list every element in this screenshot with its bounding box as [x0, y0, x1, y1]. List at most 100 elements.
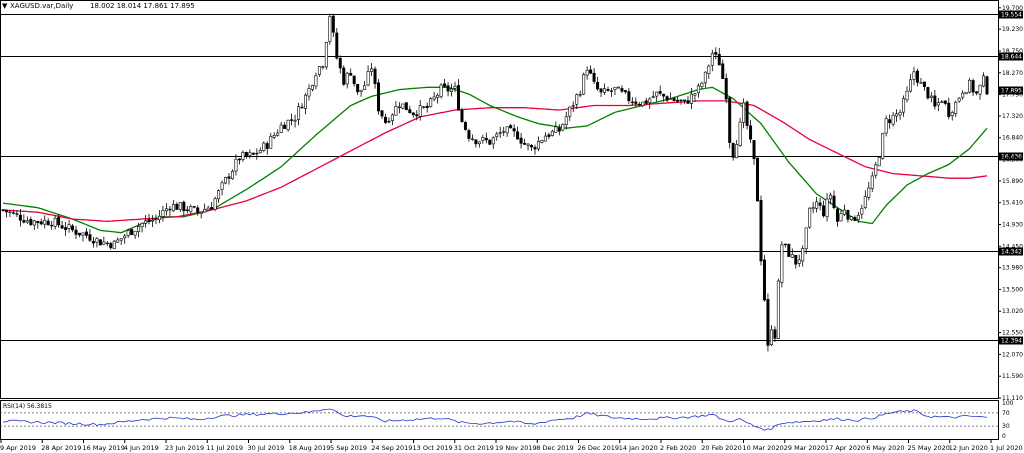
candle-body	[178, 202, 182, 210]
candle-body	[922, 81, 926, 87]
candle-body	[933, 95, 937, 107]
candle-body	[314, 75, 318, 87]
candle-body	[39, 221, 43, 225]
date-tick-label-3: 4 Jun 2019	[124, 444, 159, 452]
candle-body	[29, 219, 33, 225]
candle-body	[397, 106, 401, 109]
candle-body	[672, 98, 676, 101]
candle-body	[171, 204, 175, 212]
candle-body	[564, 116, 568, 125]
candle-body	[877, 157, 881, 167]
rsi-tick-label-0: 100	[1002, 400, 1014, 407]
candle-body	[787, 243, 791, 257]
rsi-line	[2, 408, 988, 431]
price-tick-label-8: 15.890	[1002, 178, 1023, 185]
candle-body	[870, 175, 874, 189]
candle-body	[919, 82, 923, 84]
candle-body	[957, 97, 961, 102]
candle-body	[304, 94, 308, 109]
candle-body	[491, 137, 495, 145]
candle-body	[512, 128, 516, 132]
candle-body	[756, 157, 760, 202]
candlesticks	[1, 13, 989, 352]
candle-body	[317, 66, 321, 75]
candle-body	[961, 92, 965, 98]
candle-body	[530, 145, 534, 148]
candle-body	[60, 225, 64, 229]
candle-body	[898, 112, 902, 116]
rsi-panel: 100 70 30 0	[0, 400, 1014, 440]
chart-header: ▼ XAGUSD.var,Daily 18.002 18.014 17.861 …	[2, 2, 195, 10]
candle-body	[790, 254, 794, 258]
candle-body	[112, 240, 116, 250]
candle-body	[905, 90, 909, 101]
candle-body	[575, 94, 579, 105]
candle-body	[383, 116, 387, 123]
candle-body	[498, 132, 502, 134]
candle-body	[881, 133, 885, 159]
candle-body	[422, 106, 426, 108]
date-tick-label-19: 29 Mar 2020	[784, 444, 825, 452]
rsi-label: RSI(14) 56.3815	[3, 403, 52, 410]
candle-body	[669, 98, 673, 100]
candle-body	[283, 124, 287, 129]
candle-body	[157, 215, 161, 221]
price-tick-label-7: 16.360	[1002, 157, 1023, 164]
candle-body	[735, 144, 739, 159]
candle-body	[641, 101, 645, 106]
date-tick-label-0: 9 Apr 2019	[0, 444, 36, 452]
candle-body	[766, 299, 770, 346]
candle-body	[467, 130, 471, 139]
candle-body	[258, 149, 262, 154]
candle-body	[915, 70, 919, 83]
candle-body	[380, 110, 384, 117]
candle-body	[599, 88, 603, 93]
candle-body	[797, 259, 801, 264]
candle-body	[634, 101, 638, 104]
candle-body	[801, 248, 805, 262]
candle-body	[8, 211, 12, 213]
candle-body	[571, 105, 575, 107]
candle-body	[516, 131, 520, 140]
candle-body	[550, 130, 554, 136]
candle-body	[665, 96, 669, 101]
candle-body	[164, 208, 168, 212]
date-tick-label-16: 2 Feb 2020	[660, 444, 696, 452]
candle-body	[203, 208, 207, 213]
candle-body	[780, 244, 784, 283]
price-tick-label-13: 13.500	[1002, 286, 1023, 293]
candle-body	[655, 91, 659, 97]
candle-body	[192, 206, 196, 208]
main-panel-frame	[0, 0, 999, 399]
price-tick-label-6: 16.840	[1002, 135, 1023, 142]
candle-body	[227, 176, 231, 179]
price-tick-label-2: 18.750	[1002, 48, 1023, 55]
candle-body	[300, 106, 304, 109]
candle-body	[77, 232, 81, 236]
price-axis: 19.700 19.230 18.750 18.270 17.790 17.320 16.8…	[998, 5, 1023, 402]
candle-body	[811, 207, 815, 210]
candle-body	[676, 99, 680, 102]
collapse-triangle-icon[interactable]: ▼	[2, 2, 8, 10]
candle-body	[390, 114, 394, 121]
candle-body	[651, 96, 655, 98]
price-tick-label-9: 15.410	[1002, 200, 1023, 207]
candle-body	[373, 68, 377, 84]
candle-body	[895, 113, 899, 117]
candle-body	[53, 217, 57, 227]
candle-body	[936, 102, 940, 106]
candle-body	[95, 238, 99, 243]
rsi-tick-label-1: 70	[1002, 410, 1010, 417]
candle-body	[589, 69, 593, 74]
candle-body	[269, 136, 273, 149]
candle-body	[335, 32, 339, 59]
candle-body	[526, 143, 530, 146]
candle-body	[909, 79, 913, 92]
candle-body	[662, 93, 666, 97]
date-tick-label-18: 10 Mar 2020	[743, 444, 784, 452]
level-label-1: 18.644	[1001, 54, 1022, 61]
candle-body	[540, 140, 544, 143]
candle-body	[370, 68, 374, 72]
candle-body	[613, 86, 617, 90]
candle-body	[849, 216, 853, 221]
